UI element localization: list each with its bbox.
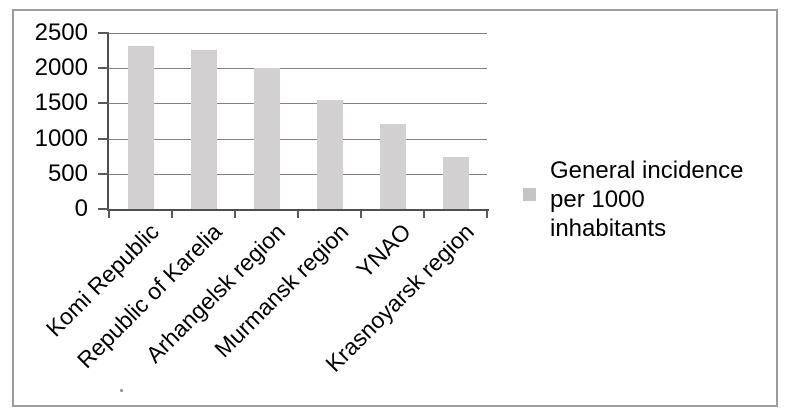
gridline <box>109 33 487 34</box>
x-axis-line <box>107 209 489 211</box>
x-axis-tick <box>423 211 425 218</box>
y-tick-label: 1500 <box>34 89 88 116</box>
y-tick-label: 2500 <box>34 19 88 46</box>
y-axis-tick <box>98 102 109 104</box>
x-axis-tick <box>234 211 236 218</box>
bar <box>128 46 154 209</box>
plot-area <box>109 33 487 209</box>
x-axis-tick <box>360 211 362 218</box>
legend-marker-icon <box>523 188 536 201</box>
y-axis-line <box>107 33 109 211</box>
y-tick-label: 0 <box>74 195 88 222</box>
y-axis-tick <box>98 138 109 140</box>
chart-frame: 0 500 1000 1500 2000 2500 Komi Republic Republ… <box>12 9 778 407</box>
gridline <box>109 68 487 69</box>
x-axis-tick <box>171 211 173 218</box>
legend-label-line: inhabitants <box>550 215 667 242</box>
legend-label-line: per 1000 <box>550 186 645 213</box>
bar <box>317 100 343 209</box>
y-axis-tick <box>98 173 109 175</box>
y-axis-tick <box>98 208 109 210</box>
gridline <box>109 174 487 175</box>
gridline <box>109 103 487 104</box>
y-axis-tick <box>98 67 109 69</box>
y-tick-label: 1000 <box>34 125 88 152</box>
bar <box>443 157 469 209</box>
bar <box>254 68 280 209</box>
stray-dot <box>120 389 123 392</box>
x-axis-tick <box>486 211 488 218</box>
y-tick-label: 500 <box>47 160 88 187</box>
legend-label-line: General incidence <box>550 157 744 184</box>
y-tick-label: 2000 <box>34 54 88 81</box>
bar <box>380 124 406 209</box>
y-axis-tick <box>98 32 109 34</box>
x-axis-tick <box>108 211 110 218</box>
x-axis-tick <box>297 211 299 218</box>
gridline <box>109 139 487 140</box>
legend-label: General incidence per 1000 inhabitants <box>550 156 743 243</box>
bar <box>191 50 217 209</box>
